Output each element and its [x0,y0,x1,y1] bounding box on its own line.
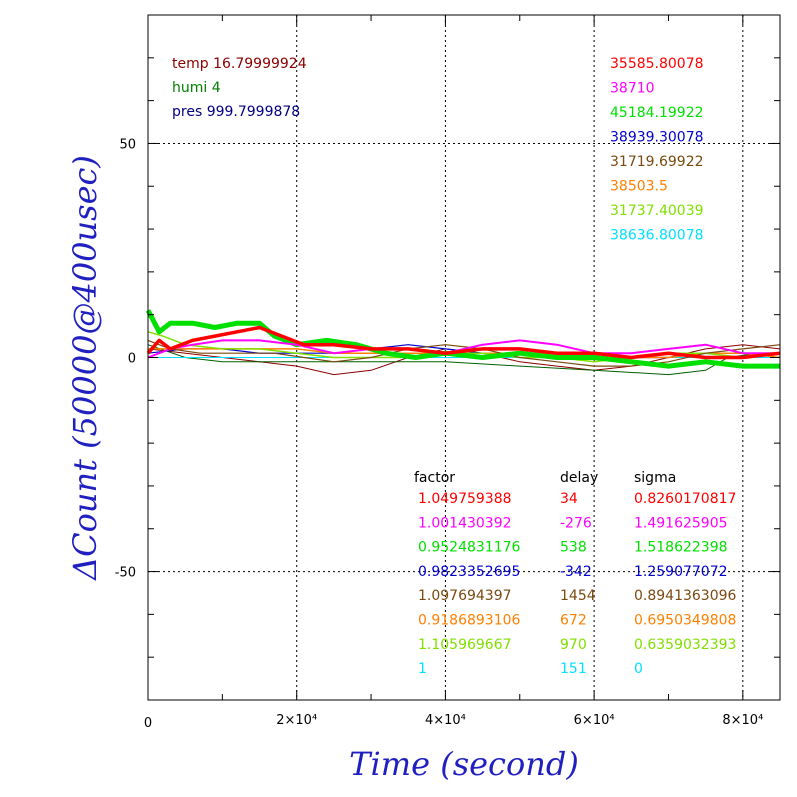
series-mean-label: 35585.80078 [610,56,704,72]
sigma-value: 0.6359032393 [634,637,736,653]
factor-value: 1.049759388 [418,491,512,507]
factor-value: 1.001430392 [418,515,512,531]
env-label: pres 999.7999878 [172,104,300,120]
x-tick-label: 8×10⁴ [722,713,763,728]
delay-value: 34 [560,491,578,507]
delay-value: 538 [560,540,587,556]
factor-value: 0.9186893106 [418,613,521,629]
plot-frame [147,14,781,701]
y-axis-title: ΔCount (50000@400usec) [66,155,104,582]
delay-value: -276 [560,515,592,531]
sigma-value: 0.8941363096 [634,588,737,604]
delay-value: 672 [560,613,587,629]
delay-value: 151 [560,661,587,677]
x-tick-label: 2×10⁴ [276,713,317,728]
factor-value: 0.9823352695 [418,564,520,580]
delay-value: 970 [560,637,587,653]
factor-header: factor [414,470,455,486]
sigma-value: 0.8260170817 [634,491,736,507]
series-line [145,309,780,369]
factor-value: 1 [418,661,427,677]
sigma-value: 1.491625905 [634,515,728,531]
x-axis-title: Time (second) [349,745,579,783]
series-mean-label: 38710 [610,81,655,97]
series-line [147,339,781,367]
factor-value: 1.097694397 [418,588,512,604]
delay-value: 1454 [560,588,596,604]
y-tick-label: 0 [128,352,136,367]
x-tick-label: 4×10⁴ [425,713,466,728]
data-lines [145,309,781,376]
series-mean-label: 31737.40039 [610,203,704,219]
series-mean-label: 31719.69922 [610,154,704,170]
series-mean-label: 38939.30078 [610,130,704,146]
env-label: humi 4 [172,80,221,96]
env-label: temp 16.79999924 [172,56,307,72]
series-mean-label: 38503.5 [610,179,668,195]
series-mean-label: 45184.19922 [610,105,704,121]
series-line [146,325,781,360]
sigma-value: 1.518622398 [634,540,728,556]
factor-value: 0.9524831176 [418,540,521,556]
sigma-value: 1.259077072 [634,564,728,580]
sigma-value: 0 [634,661,643,677]
annotations: temp 16.79999924 humi 4 pres 999.7999878 35… [172,56,737,677]
delay-header: delay [560,470,598,486]
x-tick-label: 0 [144,716,152,731]
y-tick-label: -50 [115,566,136,581]
axis-ticks: 0 2×10⁴ 4×10⁴ 6×10⁴ 8×10⁴ 50 0 -50 [115,14,780,731]
sigma-value: 0.6950349808 [634,613,736,629]
factor-value: 1.105969667 [418,637,512,653]
sigma-header: sigma [634,470,676,486]
series-mean-label: 38636.80078 [610,228,704,244]
y-tick-label: 50 [119,137,136,152]
delay-value: -342 [560,564,592,580]
x-tick-label: 6×10⁴ [574,713,615,728]
